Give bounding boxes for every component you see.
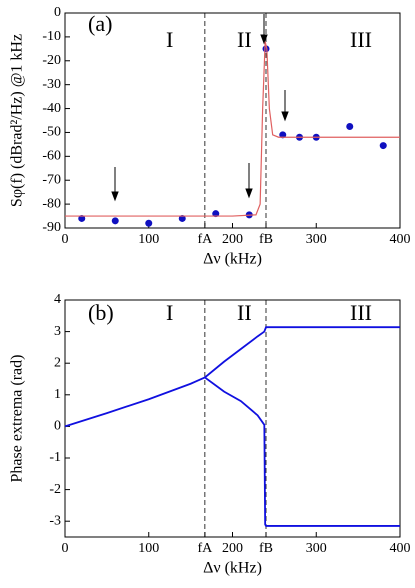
x-tick-label: 0	[62, 232, 69, 247]
plot-frame	[64, 299, 401, 538]
y-tick-label: -3	[49, 513, 61, 528]
data-point	[178, 214, 186, 222]
y-tick-label: -10	[42, 29, 61, 44]
region-label: II	[237, 27, 252, 52]
y-tick-label: 3	[54, 324, 61, 339]
x-tick-label: 400	[390, 232, 411, 247]
data-line	[65, 41, 400, 217]
y-tick-label: -2	[49, 482, 61, 497]
x-tick-label: 400	[390, 541, 411, 556]
x-tick-label: 200	[222, 541, 243, 556]
arrows	[111, 14, 289, 202]
region-label: II	[237, 300, 252, 325]
y-tick-label: -20	[42, 53, 61, 68]
data-point	[111, 217, 119, 225]
data-point	[379, 142, 387, 150]
panel-label: (b)	[88, 300, 114, 325]
data-point	[346, 122, 354, 130]
x-tick-label: fB	[259, 232, 273, 247]
data-point	[212, 210, 220, 218]
x-tick-label: 300	[306, 232, 327, 247]
y-tick-label: 2	[54, 355, 61, 370]
y-tick-label: -90	[42, 220, 61, 235]
y-tick-label: -60	[42, 149, 61, 164]
y-tick-label: -1	[49, 450, 61, 465]
x-tick-label: fA	[197, 232, 213, 247]
x-axis-label: Δν (kHz)	[203, 251, 262, 268]
region-label: I	[166, 300, 173, 325]
y-tick-label: -70	[42, 172, 61, 187]
y-tick-label: -50	[42, 125, 61, 140]
x-tick-label: 100	[138, 541, 159, 556]
data-point	[145, 219, 153, 227]
x-tick-label: 100	[138, 232, 159, 247]
y-tick-label: 4	[54, 292, 61, 307]
y-axis-label: Sφ(f) (dBrad²/Hz) @1 kHz	[9, 34, 26, 207]
y-tick-label: -80	[42, 196, 61, 211]
data-point	[78, 214, 86, 222]
data-point	[279, 131, 287, 139]
region-label: I	[166, 27, 173, 52]
x-axis-label: Δν (kHz)	[203, 560, 262, 577]
y-tick-label: 0	[54, 419, 61, 434]
y-tick-label: -30	[42, 77, 61, 92]
x-tick-label: fB	[259, 541, 273, 556]
x-tick-label: 200	[222, 232, 243, 247]
y-tick-label: -40	[42, 101, 61, 116]
region-label: III	[350, 27, 372, 52]
x-tick-label: 300	[306, 541, 327, 556]
data-line	[204, 376, 400, 527]
x-tick-label: fA	[197, 541, 213, 556]
data-line	[64, 326, 400, 428]
panel-label: (a)	[88, 11, 112, 36]
region-label: III	[350, 300, 372, 325]
y-axis-label: Phase extrema (rad)	[9, 355, 26, 483]
y-tick-label: 0	[54, 5, 61, 20]
x-tick-label: 0	[62, 541, 69, 556]
y-tick-label: 1	[54, 387, 61, 402]
